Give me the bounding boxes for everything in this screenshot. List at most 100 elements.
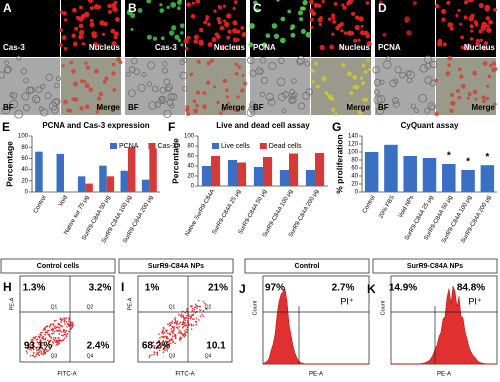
cell: [169, 30, 175, 36]
event: [172, 332, 174, 335]
cell: [474, 97, 478, 101]
event: [57, 337, 60, 339]
cell: [186, 112, 191, 117]
event: [37, 341, 39, 344]
cell: [125, 71, 131, 77]
cell: [290, 27, 294, 31]
event: [44, 331, 47, 334]
cell: [309, 8, 314, 14]
cell: [450, 92, 455, 98]
panel-letter: J: [239, 282, 246, 296]
event: [38, 343, 41, 346]
cell: [463, 15, 468, 20]
quadrant-value: 10.1: [206, 341, 226, 352]
cell: [445, 71, 451, 77]
event: [166, 336, 168, 339]
cell: [93, 68, 99, 74]
cell: [319, 44, 325, 51]
cell: [346, 30, 353, 36]
cell: [291, 78, 297, 84]
stain-label: PCNA: [378, 43, 401, 52]
cell: [185, 107, 190, 113]
cell: [481, 95, 486, 100]
panel-letter: D: [378, 1, 387, 15]
nucleus-label: Nucleus: [464, 43, 496, 52]
bar: [315, 153, 325, 186]
nucleus-label: Nucleus: [214, 43, 246, 52]
cell: [392, 100, 400, 108]
event: [29, 354, 32, 357]
cell: [216, 100, 220, 104]
legend-label: Live cells: [221, 143, 250, 150]
cell: [331, 107, 336, 112]
event: [63, 329, 66, 331]
cell: [485, 96, 490, 101]
event: [202, 300, 205, 303]
event: [178, 322, 181, 325]
cell: [321, 76, 327, 82]
event: [182, 334, 184, 337]
cell: [3, 66, 11, 74]
event: [192, 318, 194, 320]
cell: [379, 0, 383, 4]
bar: [253, 167, 263, 186]
cell: [406, 30, 412, 36]
event: [42, 348, 44, 351]
event: [54, 337, 57, 339]
cell: [234, 71, 239, 76]
quadrant-value: 93.1%: [24, 341, 52, 352]
event: [37, 349, 39, 351]
cell: [472, 89, 478, 95]
cell: [457, 67, 462, 72]
event: [65, 329, 68, 332]
cell: [457, 8, 461, 13]
event: [41, 342, 44, 344]
cell: [362, 98, 366, 102]
cell: [359, 30, 365, 36]
cell: [79, 106, 84, 111]
cell: [179, 59, 185, 65]
event: [55, 344, 57, 346]
event: [181, 321, 184, 324]
cell: [148, 101, 158, 110]
event: [162, 336, 165, 339]
stain-label: Cas-3: [155, 43, 177, 52]
y-tick-label: 40: [187, 164, 194, 170]
quadrant-value: 21%: [208, 283, 228, 294]
cell: [113, 35, 118, 40]
event: [190, 328, 193, 330]
event: [46, 329, 49, 332]
cell: [353, 38, 358, 43]
event: [33, 336, 36, 339]
cell: [363, 104, 368, 109]
cell: [137, 8, 143, 13]
cell: [152, 36, 158, 41]
cell: [249, 101, 256, 108]
event: [170, 337, 173, 340]
cell: [4, 60, 9, 66]
cell: [63, 99, 68, 105]
cell: [460, 45, 465, 50]
cell: [447, 55, 453, 61]
cell: [449, 26, 454, 31]
legend-swatch: [259, 143, 267, 149]
cell: [311, 80, 315, 84]
cell: [61, 64, 65, 68]
x-tick-label: SurR9-C84A 200 μg: [288, 189, 320, 239]
cell: [469, 0, 474, 3]
cell: [79, 5, 83, 10]
cell: [255, 8, 260, 13]
event: [48, 329, 50, 332]
cell: [255, 67, 264, 76]
cell: [317, 17, 323, 23]
event: [29, 346, 32, 348]
bar: [77, 176, 86, 192]
cell: [9, 99, 19, 109]
cell: [424, 55, 432, 64]
merge-label: Merge: [346, 103, 370, 112]
event: [60, 319, 63, 321]
cell: [299, 17, 304, 22]
cell: [81, 42, 86, 46]
cell: [146, 81, 152, 87]
event: [175, 321, 177, 323]
